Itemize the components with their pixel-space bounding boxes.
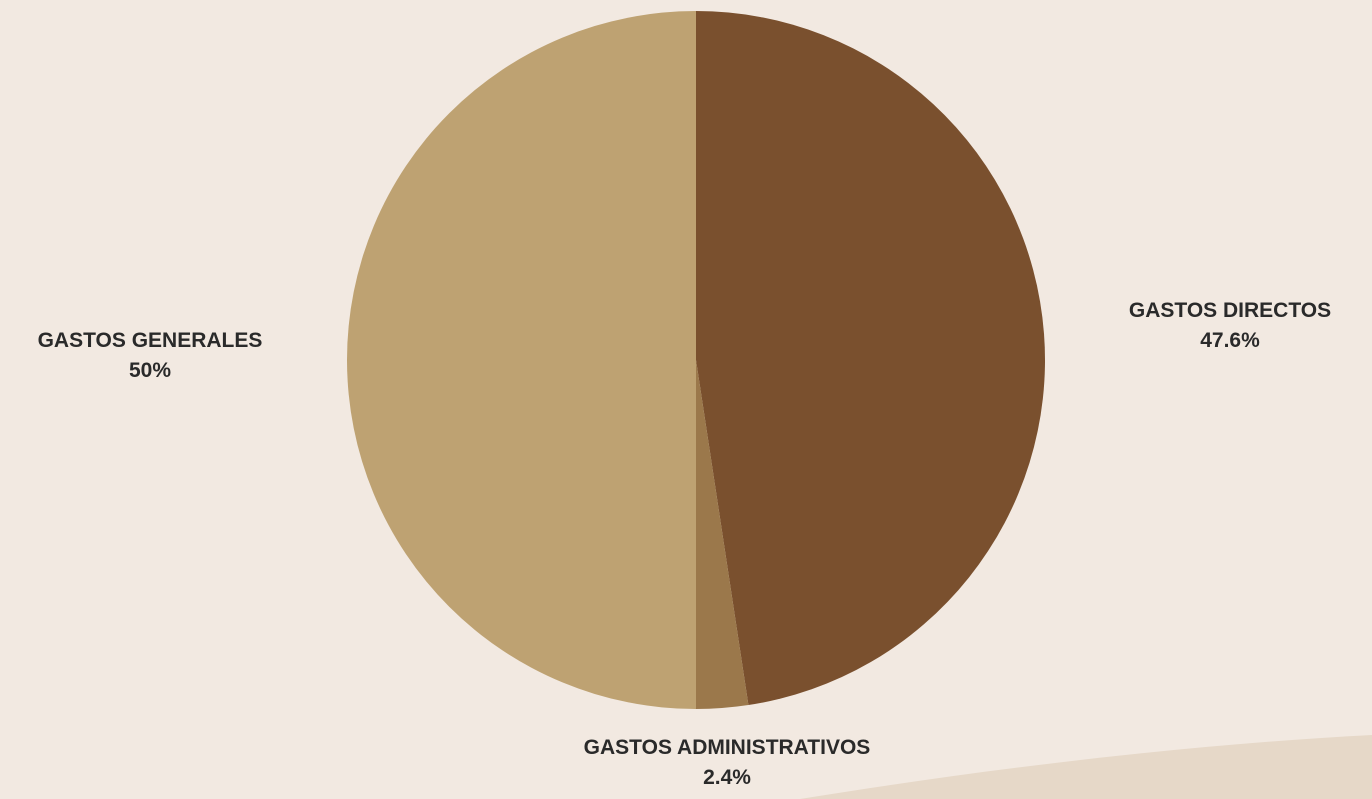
slice-name: GASTOS ADMINISTRATIVOS xyxy=(583,736,871,759)
pie-slice-gastos-administrativos xyxy=(696,360,749,709)
slice-label-gastos-directos: GASTOS DIRECTOS 47.6% xyxy=(1092,296,1368,356)
pie-slice-gastos-directos xyxy=(696,11,1046,706)
pie-slice-gastos-generales xyxy=(347,11,696,709)
slice-name: GASTOS GENERALES xyxy=(37,329,263,352)
corner-wave-shape xyxy=(800,735,1372,799)
slice-label-gastos-administrativos: GASTOS ADMINISTRATIVOS 2.4% xyxy=(520,733,934,793)
slice-percent: 2.4% xyxy=(703,766,751,789)
slice-percent: 47.6% xyxy=(1200,329,1260,352)
slice-name: GASTOS DIRECTOS xyxy=(1128,299,1332,322)
slice-label-gastos-generales: GASTOS GENERALES 50% xyxy=(0,326,300,386)
slice-percent: 50% xyxy=(128,359,172,382)
